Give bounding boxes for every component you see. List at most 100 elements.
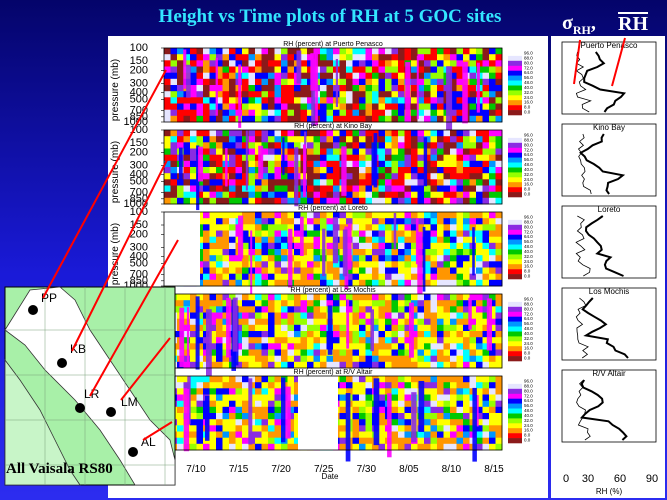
heatmap-cell [307, 154, 314, 162]
heatmap-cell [489, 179, 496, 186]
heatmap-cell [216, 85, 223, 92]
heatmap-cell [313, 224, 321, 231]
heatmap-cell [359, 419, 366, 426]
heatmap-cell [359, 337, 366, 344]
heatmap-streak [183, 388, 190, 452]
heatmap-cell [203, 273, 210, 281]
heatmap-cell [476, 115, 483, 123]
heatmap-cell [248, 312, 256, 320]
heatmap-cell [268, 173, 275, 180]
heatmap-cell [307, 179, 314, 186]
heatmap-cell [424, 376, 431, 383]
heatmap-cell [450, 185, 457, 193]
heatmap-cell [209, 331, 217, 338]
heatmap-cell [469, 66, 477, 74]
heatmap-cell [190, 388, 197, 395]
heatmap-cell [164, 130, 171, 137]
colorbar-swatch [508, 438, 522, 444]
heatmap-cell [216, 154, 223, 162]
heatmap-cell [190, 437, 197, 445]
heatmap-cell [398, 60, 405, 67]
heatmap-cell [437, 306, 444, 313]
heatmap-cell [261, 400, 269, 408]
heatmap-cell [346, 173, 353, 180]
heatmap-cell [372, 109, 379, 117]
heatmap-cell [320, 224, 327, 231]
heatmap-cell [476, 431, 483, 439]
heatmap-cell [242, 273, 249, 281]
heatmap-cell [216, 324, 223, 332]
heatmap-cell [424, 413, 431, 420]
heatmap-cell [385, 115, 392, 123]
heatmap-cell [378, 255, 386, 262]
heatmap-cell [170, 197, 178, 205]
heatmap-cell [203, 294, 210, 301]
heatmap-streak [186, 64, 191, 98]
heatmap-cell [450, 72, 457, 80]
heatmap-cell [222, 91, 230, 98]
heatmap-cell [443, 437, 451, 445]
heatmap-cell [359, 443, 366, 451]
heatmap-cell [216, 179, 223, 186]
heatmap-cell [482, 160, 490, 168]
heatmap-cell [437, 212, 444, 219]
heatmap-cell [456, 324, 464, 332]
heatmap-cell [437, 349, 444, 357]
heatmap-cell [359, 255, 366, 262]
heatmap-cell [424, 279, 431, 287]
heatmap-cell [196, 324, 204, 332]
heatmap-cell [443, 160, 451, 168]
heatmap-cell [300, 109, 308, 117]
heatmap-cell [242, 191, 249, 199]
heatmap-cell [229, 437, 236, 445]
heatmap-cell [216, 279, 223, 287]
panel-title-lr: RH (percent) at Loreto [298, 205, 368, 212]
heatmap-cell [378, 179, 386, 186]
heatmap-cell [222, 294, 230, 301]
heatmap-cell [359, 394, 366, 402]
heatmap-cell [463, 267, 470, 275]
pressure-tick-label: 100 [130, 42, 148, 54]
heatmap-cell [313, 136, 321, 143]
heatmap-cell [365, 388, 373, 395]
heatmap-cell [489, 431, 496, 439]
heatmap-cell [398, 337, 405, 344]
heatmap-cell [411, 212, 418, 219]
heatmap-cell [209, 197, 217, 205]
heatmap-streak [405, 62, 411, 120]
colorbar-tick: 32.0 [524, 254, 533, 259]
heatmap-cell [482, 167, 490, 174]
heatmap-cell [287, 224, 295, 231]
site-marker-pp [28, 305, 38, 315]
heatmap-cell [450, 331, 457, 338]
heatmap-cell [411, 109, 418, 117]
heatmap-cell [450, 224, 457, 231]
heatmap-cell [300, 306, 308, 313]
colorbar-swatch [508, 423, 522, 429]
colorbar-pp: 96.088.080.072.064.056.048.040.032.024.0… [508, 51, 533, 116]
heatmap-cell [437, 300, 444, 307]
heatmap-cell [365, 400, 373, 408]
colorbar-swatch [508, 55, 522, 62]
heatmap-cell [469, 91, 477, 98]
heatmap-cell [235, 160, 243, 168]
heatmap-cell [222, 212, 230, 219]
heatmap-cell [495, 255, 503, 262]
heatmap-cell [255, 255, 262, 262]
heatmap-cell [456, 376, 464, 383]
heatmap-cell [424, 355, 431, 363]
colorbar-tick: 16.0 [524, 346, 533, 351]
heatmap-cell [248, 167, 256, 174]
heatmap-cell [235, 318, 243, 326]
heatmap-cell [274, 431, 282, 439]
heatmap-cell [365, 306, 373, 313]
heatmap-cell [326, 361, 334, 369]
heatmap-cell [261, 115, 269, 123]
heatmap-cell [268, 279, 275, 287]
heatmap-cell [170, 85, 178, 92]
heatmap-cell [333, 115, 340, 123]
heatmap-cell [209, 388, 217, 395]
site-arrow-lm [120, 337, 171, 401]
heatmap-cell [430, 54, 438, 61]
heatmap-cell [242, 331, 249, 338]
